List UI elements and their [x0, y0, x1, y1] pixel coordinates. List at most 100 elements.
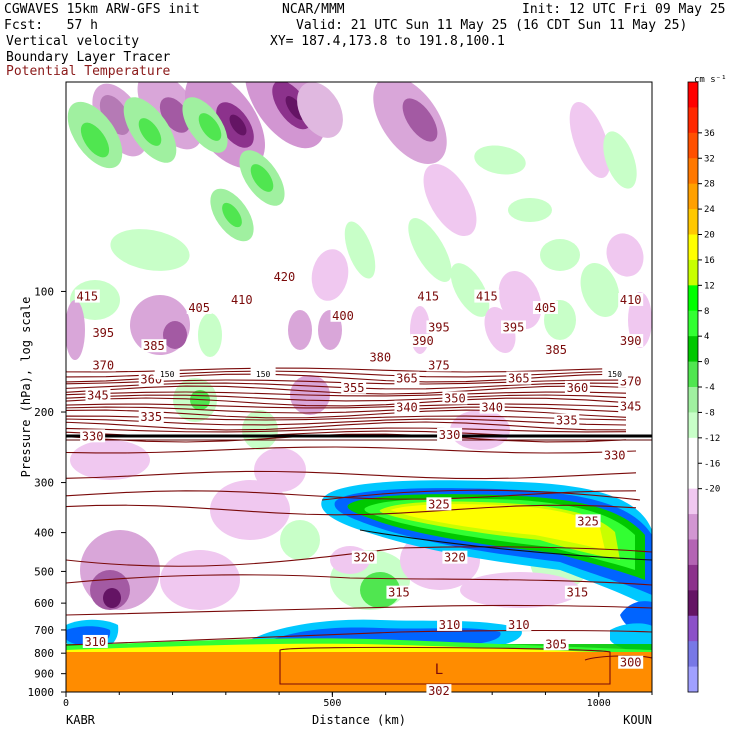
colorbar-cell: [688, 412, 698, 439]
y-tick-label: 900: [34, 668, 54, 681]
isentrope-label: 380: [369, 350, 391, 364]
isentrope-label-bg: [341, 380, 367, 394]
isentrope: [66, 421, 627, 431]
isentrope-label-bg: [437, 617, 463, 631]
isentrope-label: 320: [353, 551, 375, 565]
isentrope-label: 305: [545, 637, 567, 651]
isentrope: [66, 446, 637, 454]
isentrope-label-bg: [90, 358, 116, 372]
isentrope-label-bg: [426, 358, 452, 372]
velocity-cell: [222, 202, 242, 228]
y-tick-label: 300: [34, 477, 54, 490]
isentrope-label-bg: [426, 684, 452, 698]
isentrope-label: 345: [620, 400, 642, 414]
velocity-cell: [280, 520, 320, 560]
isentrope-label: 410: [620, 293, 642, 307]
colorbar-label: -20: [704, 485, 720, 495]
tracer-label: 150: [607, 370, 622, 379]
colorbar-label: 28: [704, 180, 715, 190]
isentrope-label-bg: [474, 289, 500, 303]
velocity-cell: [569, 102, 611, 178]
isentrope-label: 415: [417, 290, 439, 304]
tracer-cell: [66, 652, 652, 692]
isentrope-label: 355: [343, 381, 365, 395]
colorbar-cell: [688, 336, 698, 363]
isentrope-label-bg: [506, 371, 532, 385]
isentrope: [279, 646, 611, 685]
isentrope: [66, 418, 627, 426]
isentrope-label-bg: [543, 637, 569, 651]
isentrope-label: 375: [428, 358, 450, 372]
isentrope: [66, 546, 652, 567]
isentrope: [66, 367, 627, 373]
y-tick-label: 200: [34, 406, 54, 419]
isentrope-label-bg: [426, 497, 452, 511]
colorbar-label: -8: [704, 408, 715, 418]
isentrope-label: 395: [92, 326, 114, 340]
isentrope: [66, 397, 627, 407]
isentrope-label: 385: [545, 343, 567, 357]
left-station-label: KABR: [66, 713, 96, 727]
tracer-label: 150: [256, 370, 271, 379]
isentrope-label: 410: [231, 293, 253, 307]
isentrope-label-bg: [543, 342, 569, 356]
colorbar-label: 8: [704, 307, 709, 317]
colorbar-cell: [688, 641, 698, 668]
isentrope-label: 345: [87, 389, 109, 403]
isentrope-label-bg: [426, 320, 452, 334]
velocity-cell: [508, 198, 552, 222]
y-axis-label: Pressure (hPa), log scale: [19, 297, 33, 478]
velocity-cell: [229, 114, 247, 136]
isentrope-label: 330: [439, 428, 461, 442]
velocity-cell: [130, 295, 190, 355]
x-axis-label: Distance (km): [312, 713, 406, 727]
isentrope: [66, 409, 627, 419]
isentrope-label: 400: [332, 309, 354, 323]
isentrope-label-bg: [271, 269, 297, 283]
plot-area: [66, 82, 652, 692]
velocity-cell: [103, 588, 121, 608]
y-tick-label: 1000: [28, 686, 55, 699]
field-vertical-velocity: Vertical velocity: [6, 34, 140, 49]
velocity-cell: [80, 122, 110, 158]
colorbar-cell: [688, 234, 698, 261]
y-tick-label: 800: [34, 647, 54, 660]
isentrope-label: 405: [188, 301, 210, 315]
tracer-label-bg: [154, 366, 180, 380]
isentrope-label: 365: [508, 372, 530, 386]
isentrope: [66, 403, 627, 409]
colorbar-units: cm s⁻¹: [694, 75, 727, 85]
isentrope-label: 315: [567, 586, 589, 600]
isentrope-label-bg: [394, 400, 420, 414]
colorbar-cell: [688, 82, 698, 108]
isentrope-label-bg: [532, 301, 558, 315]
y-tick-label: 700: [34, 624, 54, 637]
colorbar: 36 32 28 24 20 16 12 8 4 0 -4 -8 -12 -16 -20: [687, 81, 720, 693]
velocity-cell: [603, 131, 637, 189]
y-tick-label: 600: [34, 597, 54, 610]
y-tick-label: 400: [34, 527, 54, 540]
isentrope-label: 310: [439, 618, 461, 632]
velocity-cell: [498, 270, 542, 330]
isentrope-label: 325: [577, 514, 599, 528]
colorbar-cell: [688, 361, 698, 388]
colorbar-cell: [688, 564, 698, 591]
isentrope-label-bg: [554, 413, 580, 427]
isentrope: [66, 427, 627, 433]
isentrope-label: 310: [84, 635, 106, 649]
velocity-cell: [210, 480, 290, 540]
isentrope-label-bg: [575, 514, 601, 528]
isentrope-label-bg: [82, 634, 108, 648]
velocity-cell: [344, 221, 376, 279]
isentrope-label-bg: [138, 410, 164, 424]
x-tick-label: 1000: [587, 698, 611, 709]
y-tick-label: 100: [34, 285, 54, 298]
isentrope-label: 395: [503, 320, 525, 334]
velocity-cell: [423, 163, 477, 237]
isentrope-label-bg: [330, 308, 356, 322]
isentrope: [66, 490, 637, 500]
colorbar-cell: [688, 132, 698, 159]
isentrope: [66, 391, 627, 397]
isentrope-label-bg: [618, 334, 644, 348]
